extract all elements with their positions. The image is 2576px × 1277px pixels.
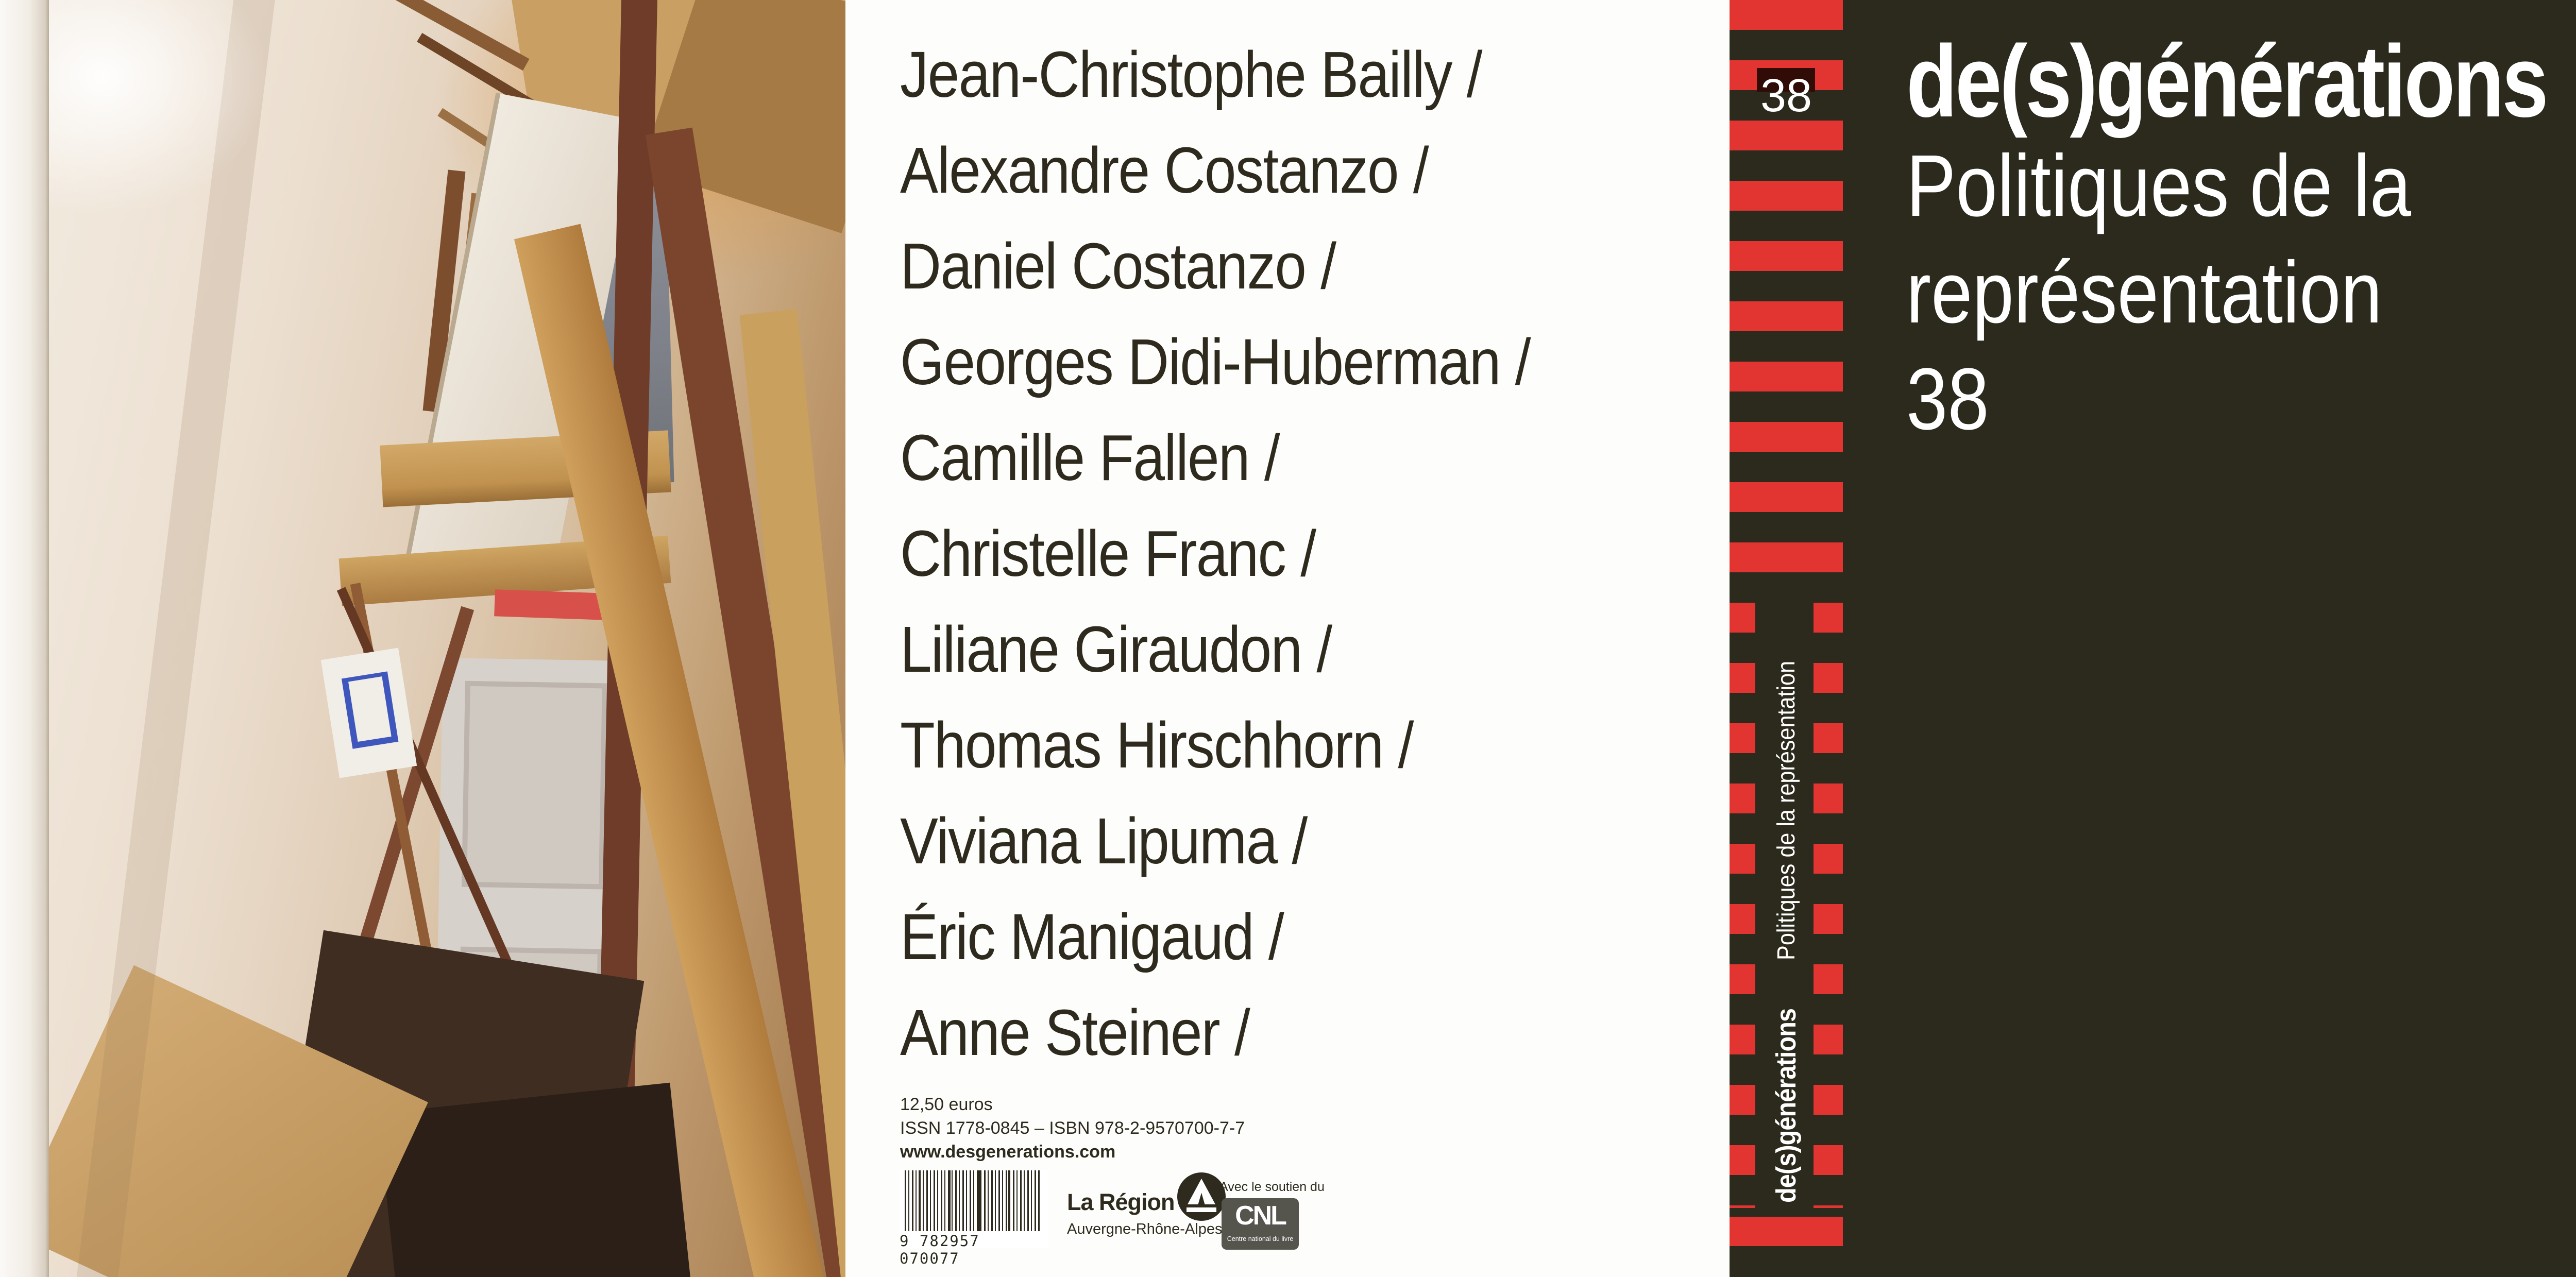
cnl-logo-box: CNL Centre national du livre: [1222, 1198, 1299, 1250]
issn-isbn: ISSN 1778-0845 – ISBN 978-2-9570700-7-7: [900, 1118, 1245, 1138]
cnl-subtitle-1: Centre national: [1227, 1235, 1271, 1242]
barcode-digits: 9 782957 070077: [900, 1232, 980, 1267]
dark-clutter: [378, 1082, 699, 1277]
author: Viviana Lipuma /: [900, 805, 1308, 877]
cnl-subtitle-2: du livre: [1272, 1235, 1294, 1242]
cover-title: de(s)générations: [1906, 24, 2549, 138]
spine-stripes-left-stub: [1730, 603, 1755, 1208]
author: Alexandre Costanzo /: [900, 134, 1429, 207]
cnl-caption: Avec le soutien du: [1219, 1180, 1325, 1194]
author: Éric Manigaud /: [900, 900, 1284, 973]
back-cover-photo: [0, 0, 845, 1277]
spine-series-title: de(s)générations: [1771, 1008, 1802, 1203]
spine-stripes-bottom: [1730, 1208, 1843, 1277]
blue-mark: [341, 671, 399, 749]
spine-issue-number-box: [1757, 68, 1815, 92]
author: Anne Steiner /: [900, 996, 1250, 1069]
spine-stripes-right-stub: [1814, 603, 1843, 1208]
author-list: Jean-Christophe Bailly / Alexandre Costa…: [900, 27, 1616, 1081]
author: Thomas Hirschhorn /: [900, 709, 1414, 781]
author: Christelle Franc /: [900, 517, 1316, 590]
author: Liliane Giraudon /: [900, 613, 1332, 686]
author: Camille Fallen /: [900, 421, 1280, 494]
back-cover: Jean-Christophe Bailly / Alexandre Costa…: [845, 0, 1730, 1277]
cover-subtitle-line-2: représentation: [1906, 244, 2382, 342]
mountain-underline: [1187, 1207, 1216, 1212]
spine: 38 de(s)générations Politiques de la rep…: [1730, 0, 1843, 1277]
spine-stripes-top: [1730, 0, 1843, 603]
spine-vertical-text-rotated: de(s)générations Politiques de la représ…: [1757, 598, 1815, 1208]
mountain-glyph: [1188, 1179, 1215, 1204]
cnl-logo: Avec le soutien du CNL Centre national d…: [1219, 1180, 1325, 1257]
barcode-bars: [905, 1170, 1040, 1231]
front-cover: de(s)générations Politiques de la représ…: [1843, 0, 2576, 1277]
cnl-acronym: CNL: [1235, 1201, 1287, 1231]
website-url: www.desgenerations.com: [900, 1142, 1116, 1162]
region-logo-subtitle: Auvergne-Rhône-Alpes: [1067, 1221, 1223, 1237]
author: Jean-Christophe Bailly /: [900, 38, 1482, 111]
door-panel: [461, 680, 607, 890]
region-logo-mountain-icon: [1177, 1172, 1226, 1221]
spine-vertical-text: de(s)générations Politiques de la représ…: [1757, 603, 1815, 1208]
barcode: 9 782957 070077: [900, 1170, 1049, 1267]
region-auvergne-rhone-alpes-logo: La Région Auvergne-Rhône-Alpes: [1067, 1172, 1237, 1248]
author: Daniel Costanzo /: [900, 230, 1336, 302]
white-card-blue-mark: [320, 648, 417, 778]
cover-issue-number: 38: [1906, 350, 1989, 448]
spine-issue-number: 38: [1760, 70, 1812, 122]
spine-issue-title: Politiques de la représentation: [1772, 660, 1800, 960]
cover-subtitle-line-1: Politiques de la: [1906, 137, 2412, 235]
price: 12,50 euros: [900, 1095, 993, 1114]
cnl-subtitle: Centre national du livre: [1222, 1235, 1299, 1242]
author: Georges Didi-Huberman /: [900, 326, 1531, 398]
cover-subtitle: Politiques de la représentation 38: [1906, 133, 2411, 453]
region-logo-title: La Région: [1067, 1189, 1175, 1215]
door-frame-molding: [0, 0, 49, 1277]
